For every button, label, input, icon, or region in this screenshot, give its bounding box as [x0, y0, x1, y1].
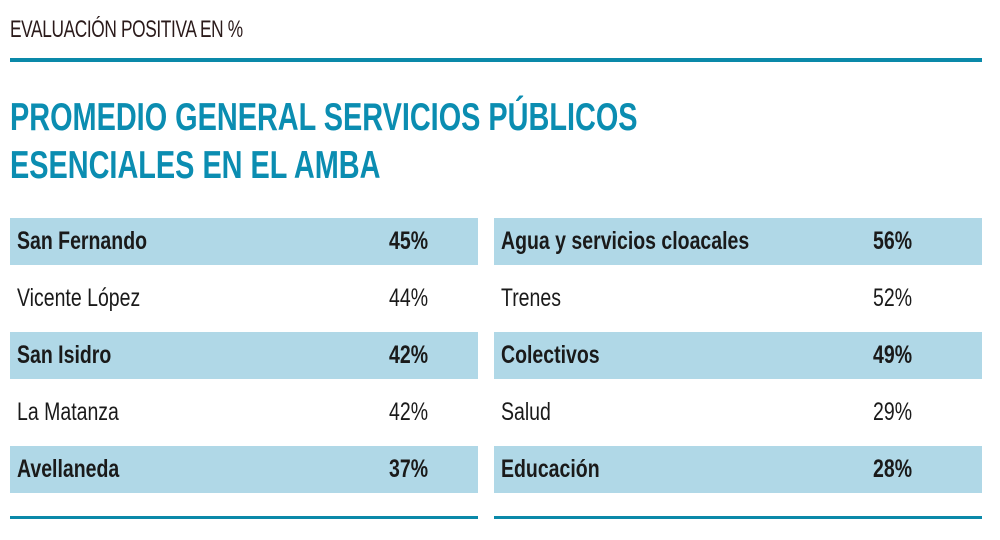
row-value: 44% — [388, 284, 428, 312]
table-row: San Isidro 42% — [10, 332, 478, 379]
table-row: San Fernando 45% — [10, 218, 478, 265]
row-value: 42% — [388, 398, 428, 426]
kicker: EVALUACIÓN POSITIVA EN % — [10, 16, 243, 43]
row-value: 37% — [388, 455, 428, 483]
row-value: 42% — [388, 341, 428, 369]
table-row: Salud 29% — [494, 389, 982, 436]
row-value: 52% — [872, 284, 912, 312]
row-value: 45% — [388, 227, 428, 255]
title-line-2: ESENCIALES EN EL AMBA — [10, 144, 381, 187]
row-label: La Matanza — [17, 398, 119, 426]
row-value: 56% — [872, 227, 912, 255]
row-label: Salud — [501, 398, 551, 426]
top-divider — [10, 58, 982, 62]
row-label: San Fernando — [17, 227, 148, 255]
bottom-divider-left — [10, 516, 478, 519]
table-row: Trenes 52% — [494, 275, 982, 322]
row-value: 29% — [872, 398, 912, 426]
table-row: Avellaneda 37% — [10, 446, 478, 493]
table-row: Agua y servicios cloacales 56% — [494, 218, 982, 265]
table-row: Vicente López 44% — [10, 275, 478, 322]
table-row: La Matanza 42% — [10, 389, 478, 436]
row-value: 49% — [872, 341, 912, 369]
table-row: Colectivos 49% — [494, 332, 982, 379]
row-label: Educación — [501, 455, 600, 483]
title-line-1: PROMEDIO GENERAL SERVICIOS PÚBLICOS — [10, 96, 638, 139]
table-row: Educación 28% — [494, 446, 982, 493]
municipalities-table: San Fernando 45% Vicente López 44% San Isidr… — [10, 218, 478, 503]
row-label: Avellaneda — [17, 455, 120, 483]
page-title: PROMEDIO GENERAL SERVICIOS PÚBLICOS ESEN… — [10, 94, 638, 190]
bottom-divider-right — [494, 516, 982, 519]
row-label: Trenes — [501, 284, 561, 312]
row-label: Colectivos — [501, 341, 600, 369]
row-label: San Isidro — [17, 341, 112, 369]
row-label: Agua y servicios cloacales — [501, 227, 750, 255]
row-value: 28% — [872, 455, 912, 483]
row-label: Vicente López — [17, 284, 141, 312]
services-table: Agua y servicios cloacales 56% Trenes 52% Co… — [494, 218, 982, 503]
